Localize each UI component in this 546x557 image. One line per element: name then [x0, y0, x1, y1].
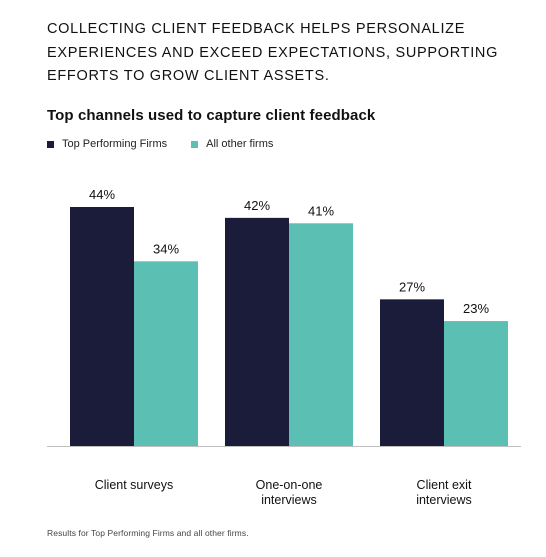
legend-item-all-other: All other firms [191, 138, 273, 150]
bar-all-other-1 [289, 223, 353, 446]
legend-swatch-all-other [191, 140, 199, 148]
chart-title: Top channels used to capture client feed… [47, 107, 376, 124]
data-label: 42% [244, 198, 270, 213]
bar-all-other-2 [444, 321, 508, 446]
intro-heading: COLLECTING CLIENT FEEDBACK HELPS PERSONA… [47, 21, 499, 84]
footnote: Results for Top Performing Firms and all… [47, 528, 249, 538]
category-label: Client exit [417, 478, 472, 492]
legend-swatch-top-performing [47, 140, 54, 148]
legend-label-all-other: All other firms [206, 138, 274, 150]
category-label: Client surveys [95, 478, 174, 492]
bar-all-other-0 [134, 261, 198, 446]
data-label: 44% [89, 187, 115, 202]
category-label: interviews [416, 493, 472, 507]
category-label: One-on-one [256, 478, 323, 492]
bar-top-performing-0 [70, 207, 134, 446]
legend-item-top-performing: Top Performing Firms [47, 138, 167, 150]
data-label: 27% [399, 279, 425, 294]
data-label: 23% [463, 301, 489, 316]
bar-top-performing-1 [225, 217, 289, 446]
chart-legend: Top Performing Firms All other firms [47, 138, 297, 150]
category-label: interviews [261, 493, 317, 507]
data-label: 34% [153, 241, 179, 256]
data-label: 41% [308, 203, 334, 218]
bar-top-performing-2 [380, 299, 444, 446]
legend-label-top-performing: Top Performing Firms [62, 138, 168, 150]
